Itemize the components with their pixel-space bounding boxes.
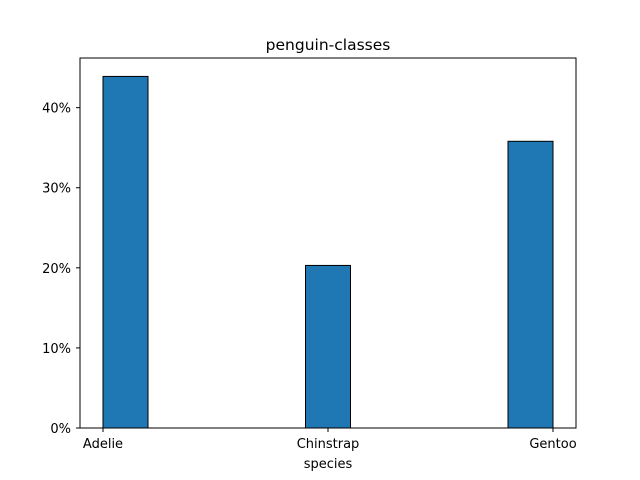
plot-frame — [79, 57, 577, 429]
y-tick-label: 20% — [42, 262, 71, 277]
x-tick-label-gentoo: Gentoo — [529, 437, 576, 452]
chart-title: penguin-classes — [266, 36, 391, 54]
y-tick-label: 40% — [42, 102, 71, 117]
y-tick-label: 0% — [50, 422, 71, 437]
bar-gentoo — [507, 140, 554, 429]
x-axis: Adelie Chinstrap Gentoo — [83, 428, 577, 452]
x-tick-label-adelie: Adelie — [83, 437, 123, 452]
x-axis-title: species — [304, 457, 353, 472]
y-tick-label: 30% — [42, 182, 71, 197]
bar-adelie — [102, 75, 149, 429]
bar-chinstrap — [305, 264, 351, 429]
y-axis: 0% 10% 20% 30% 40% — [42, 102, 80, 437]
bars-group — [102, 75, 554, 429]
x-tick-label-chinstrap: Chinstrap — [297, 437, 360, 452]
y-tick-label: 10% — [42, 342, 71, 357]
